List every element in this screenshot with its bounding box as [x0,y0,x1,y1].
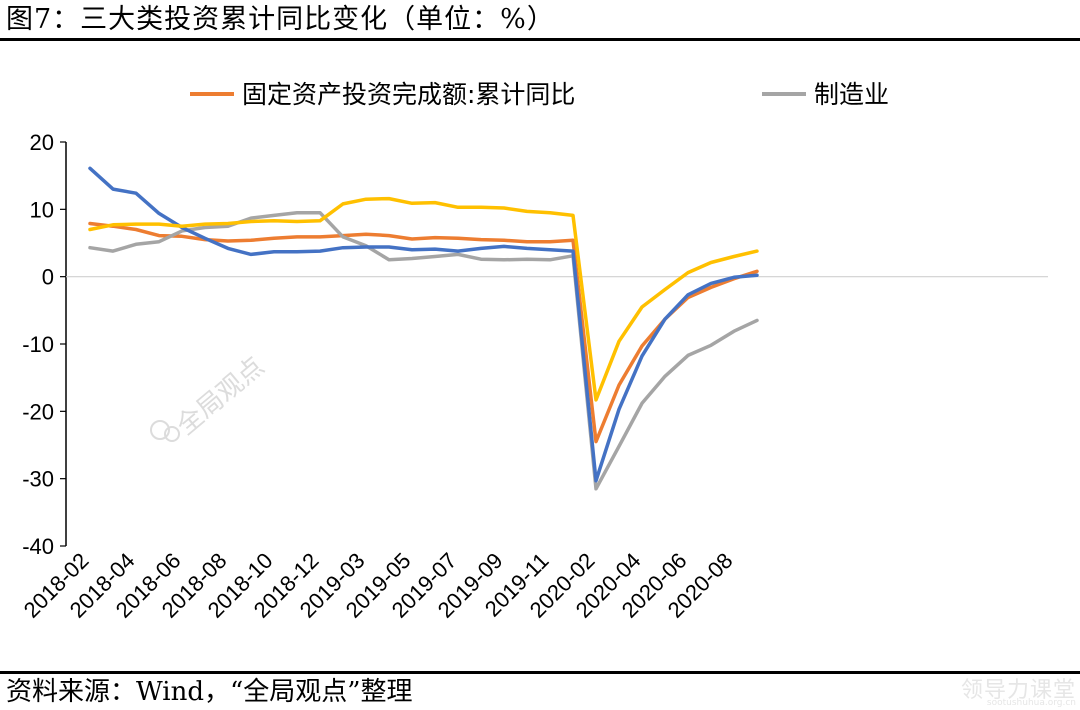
series-line-0 [88,221,759,444]
chart-watermark: 全局观点 [150,352,270,442]
legend-label: 制造业 [814,80,889,109]
title-divider [0,38,1080,41]
source-note: 资料来源：Wind，“全局观点”整理 [6,677,413,707]
wechat-icon-bubble [164,426,180,442]
series-line-3 [88,196,759,402]
y-tick-label: 10 [30,197,54,222]
line-chart: 固定资产投资完成额:累计同比 制造业 全局观点 20 10 0 -10 -20 -30 -40… [19,80,1048,623]
y-tick-label: -10 [22,332,54,357]
series-line-1 [88,210,759,491]
series-line-2 [88,166,759,483]
figure-title: 图7：三大类投资累计同比变化（单位：%） [6,4,555,35]
x-axis: 2018-022018-042018-062018-082018-102018-… [19,276,1048,623]
corner-watermark-url: sootushuhua.org.cn [986,698,1076,708]
y-tick-label: -30 [22,467,54,492]
legend-label: 固定资产投资完成额:累计同比 [242,80,575,109]
y-tick-label: 0 [42,265,54,290]
y-axis: 20 10 0 -10 -20 -30 -40 [22,130,67,559]
watermark-text: 全局观点 [171,352,270,442]
y-tick-label: -40 [22,534,54,559]
footer-divider [0,671,1080,674]
y-tick-label: -20 [22,399,54,424]
wechat-icon [150,420,170,440]
series-lines [88,166,759,491]
y-tick-label: 20 [30,130,54,155]
corner-watermark: 领导力课堂 [960,678,1076,703]
chart-legend: 固定资产投资完成额:累计同比 制造业 [190,80,889,109]
